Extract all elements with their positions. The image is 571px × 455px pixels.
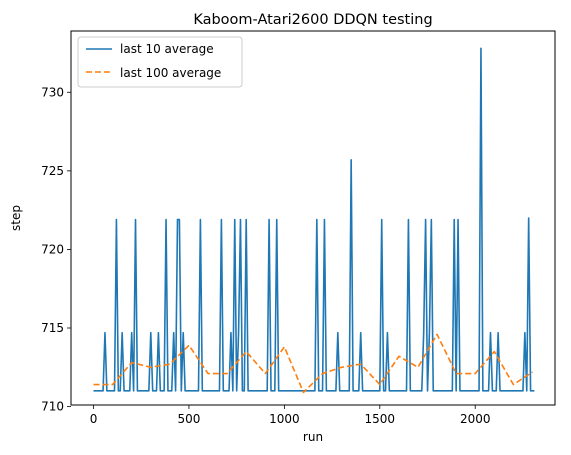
series-line-last-100-average — [93, 333, 533, 394]
y-axis-label: step — [9, 205, 23, 231]
x-tick-label: 2000 — [460, 412, 491, 426]
y-tick-label: 710 — [41, 400, 64, 414]
legend: last 10 average last 100 average — [77, 36, 243, 88]
series-layer — [93, 47, 535, 394]
series-line-last-10-average — [93, 47, 535, 392]
x-tick-label: 0 — [90, 412, 98, 426]
x-tick-label: 500 — [177, 412, 200, 426]
y-tick-label: 715 — [41, 321, 64, 335]
y-axis: 710 715 720 725 730 — [41, 85, 71, 414]
chart-title: Kaboom-Atari2600 DDQN testing — [193, 12, 432, 28]
legend-box — [77, 36, 243, 88]
x-tick-label: 1500 — [365, 412, 396, 426]
x-tick-label: 1000 — [269, 412, 300, 426]
plot-frame — [70, 30, 556, 406]
legend-label-last-100-average: last 100 average — [120, 66, 221, 80]
y-tick-label: 725 — [41, 164, 64, 178]
y-tick-label: 730 — [41, 85, 64, 99]
y-tick-label: 720 — [41, 242, 64, 256]
x-axis-label: run — [303, 430, 323, 444]
x-axis: 0 500 1000 1500 2000 — [90, 405, 491, 426]
legend-label-last-10-average: last 10 average — [120, 42, 214, 56]
